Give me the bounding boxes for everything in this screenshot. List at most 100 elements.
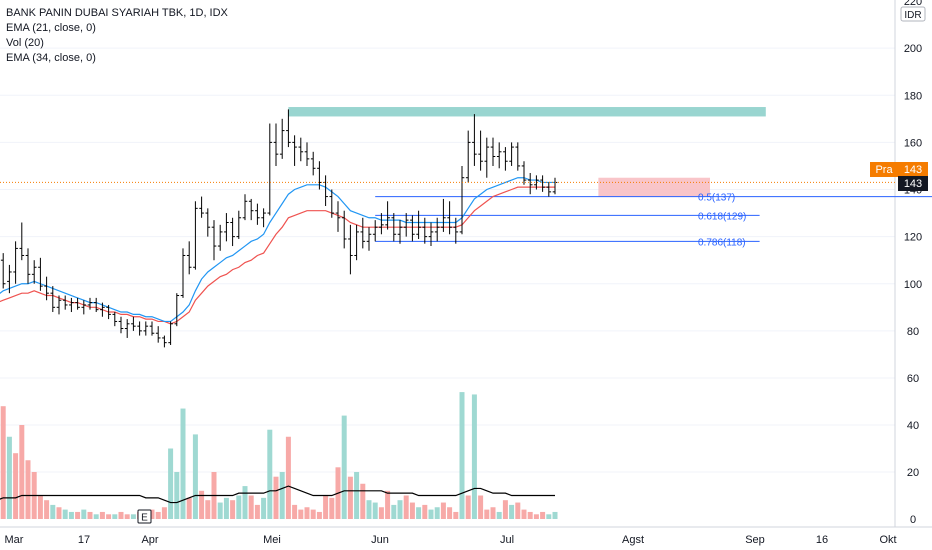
volume-bar [453, 511, 459, 519]
volume-bar [521, 509, 527, 519]
volume-bar [56, 507, 62, 519]
volume-bar [192, 434, 198, 519]
volume-bar [44, 500, 50, 519]
ohlc-bar [546, 182, 552, 197]
ohlc-bar [348, 224, 353, 275]
volume-bar [199, 490, 205, 519]
ohlc-bar [75, 297, 80, 310]
volume-bar [0, 406, 6, 519]
volume-bar [87, 511, 93, 519]
ohlc-bar [69, 297, 74, 313]
volume-bar [428, 509, 434, 519]
svg-text:143: 143 [904, 178, 922, 190]
ohlc-bar [56, 295, 62, 315]
legend-ema21[interactable]: EMA (21, close, 0) [6, 22, 96, 34]
ohlc-bar [93, 297, 99, 313]
volume-tick-label: 0 [910, 514, 916, 526]
ohlc-bar [286, 109, 291, 148]
volume-bar [502, 500, 508, 519]
ohlc-bar [155, 326, 161, 343]
volume-bar [527, 511, 533, 519]
volume-bar [68, 511, 74, 519]
volume-ma-line [0, 485, 555, 504]
time-axis[interactable]: Mar 17 Apr Mei Jun Jul Agst Sep 16 Okt [5, 534, 897, 546]
volume-bar [242, 486, 248, 519]
volume-tick-label: 40 [907, 420, 919, 432]
volume-bar [186, 497, 192, 519]
ohlc-bar [242, 194, 248, 221]
volume-bar [6, 436, 12, 519]
volume-bar [310, 509, 316, 519]
ohlc-bar [298, 137, 304, 162]
ohlc-bar [484, 137, 490, 178]
volume-bar [385, 490, 391, 519]
ohlc-bar [478, 130, 483, 171]
ohlc-bars [0, 109, 558, 348]
ohlc-bar [143, 321, 149, 336]
volume-tick-label: 20 [907, 467, 919, 479]
volume-bar [37, 495, 43, 519]
volume-bar [161, 507, 167, 519]
ohlc-bar [434, 217, 440, 242]
price-axis[interactable]: 220200180160140120100806040200IDRPra1431… [870, 0, 928, 526]
ema21-line [0, 177, 555, 323]
ohlc-bar [137, 321, 142, 336]
ohlc-bar [261, 208, 266, 228]
ohlc-bar [490, 137, 496, 166]
ohlc-bar [552, 177, 558, 195]
volume-bar [279, 472, 285, 519]
ohlc-bar [323, 175, 328, 206]
volume-bar [403, 495, 409, 519]
volume-bar [223, 497, 229, 519]
volume-bar [130, 514, 136, 519]
price-tick-label: 100 [904, 279, 922, 291]
price-tick-label: 60 [907, 373, 919, 385]
ohlc-bar [310, 151, 316, 176]
ohlc-bar [38, 257, 43, 291]
volume-bar [409, 502, 415, 519]
volume-bar [217, 502, 223, 519]
volume-bar [366, 500, 372, 519]
volume-bar [496, 511, 502, 519]
volume-bar [416, 507, 422, 519]
ohlc-bar [199, 196, 204, 218]
volume-bar [440, 502, 446, 519]
volume-bar [347, 476, 353, 519]
volume-bar [285, 436, 291, 519]
price-tick-label: 220 [904, 0, 922, 8]
volume-bar [19, 425, 25, 519]
legend-title[interactable]: BANK PANIN DUBAI SYARIAH TBK, 1D, IDX [6, 7, 228, 19]
ohlc-bar [168, 321, 173, 346]
ohlc-bar [217, 224, 223, 251]
ohlc-bar [410, 215, 415, 242]
legend-vol[interactable]: Vol (20) [6, 37, 44, 49]
volume-bar [50, 504, 56, 519]
volume-bar [106, 514, 112, 519]
ohlc-bar [441, 198, 446, 232]
time-tick-label: Agst [622, 534, 644, 546]
ohlc-bar [372, 220, 378, 242]
drawing-zones[interactable] [288, 107, 766, 197]
fib-level-label: 0.786(118) [698, 237, 746, 248]
fibonacci-levels[interactable]: 0.5(137) 0.618(129) 0.786(118) [375, 193, 932, 249]
volume-bar [81, 509, 87, 519]
grid-lines [0, 0, 932, 528]
volume-bar [205, 500, 211, 519]
time-tick-label: Mei [263, 534, 281, 546]
volume-bar [484, 509, 490, 519]
ohlc-bar [496, 142, 502, 169]
volume-bar [267, 429, 273, 519]
volume-bar [236, 495, 242, 519]
ohlc-bar [44, 276, 49, 301]
legend-ema34[interactable]: EMA (34, close, 0) [6, 52, 96, 64]
ohlc-bar [416, 210, 421, 239]
volume-bar [298, 509, 304, 519]
ohlc-bar [515, 142, 521, 171]
volume-bar [490, 507, 496, 519]
ohlc-bar [360, 217, 366, 249]
ohlc-bar [465, 130, 471, 183]
time-tick-label: Mar [5, 534, 24, 546]
volume-bar [434, 507, 440, 519]
svg-text:143: 143 [904, 164, 922, 176]
